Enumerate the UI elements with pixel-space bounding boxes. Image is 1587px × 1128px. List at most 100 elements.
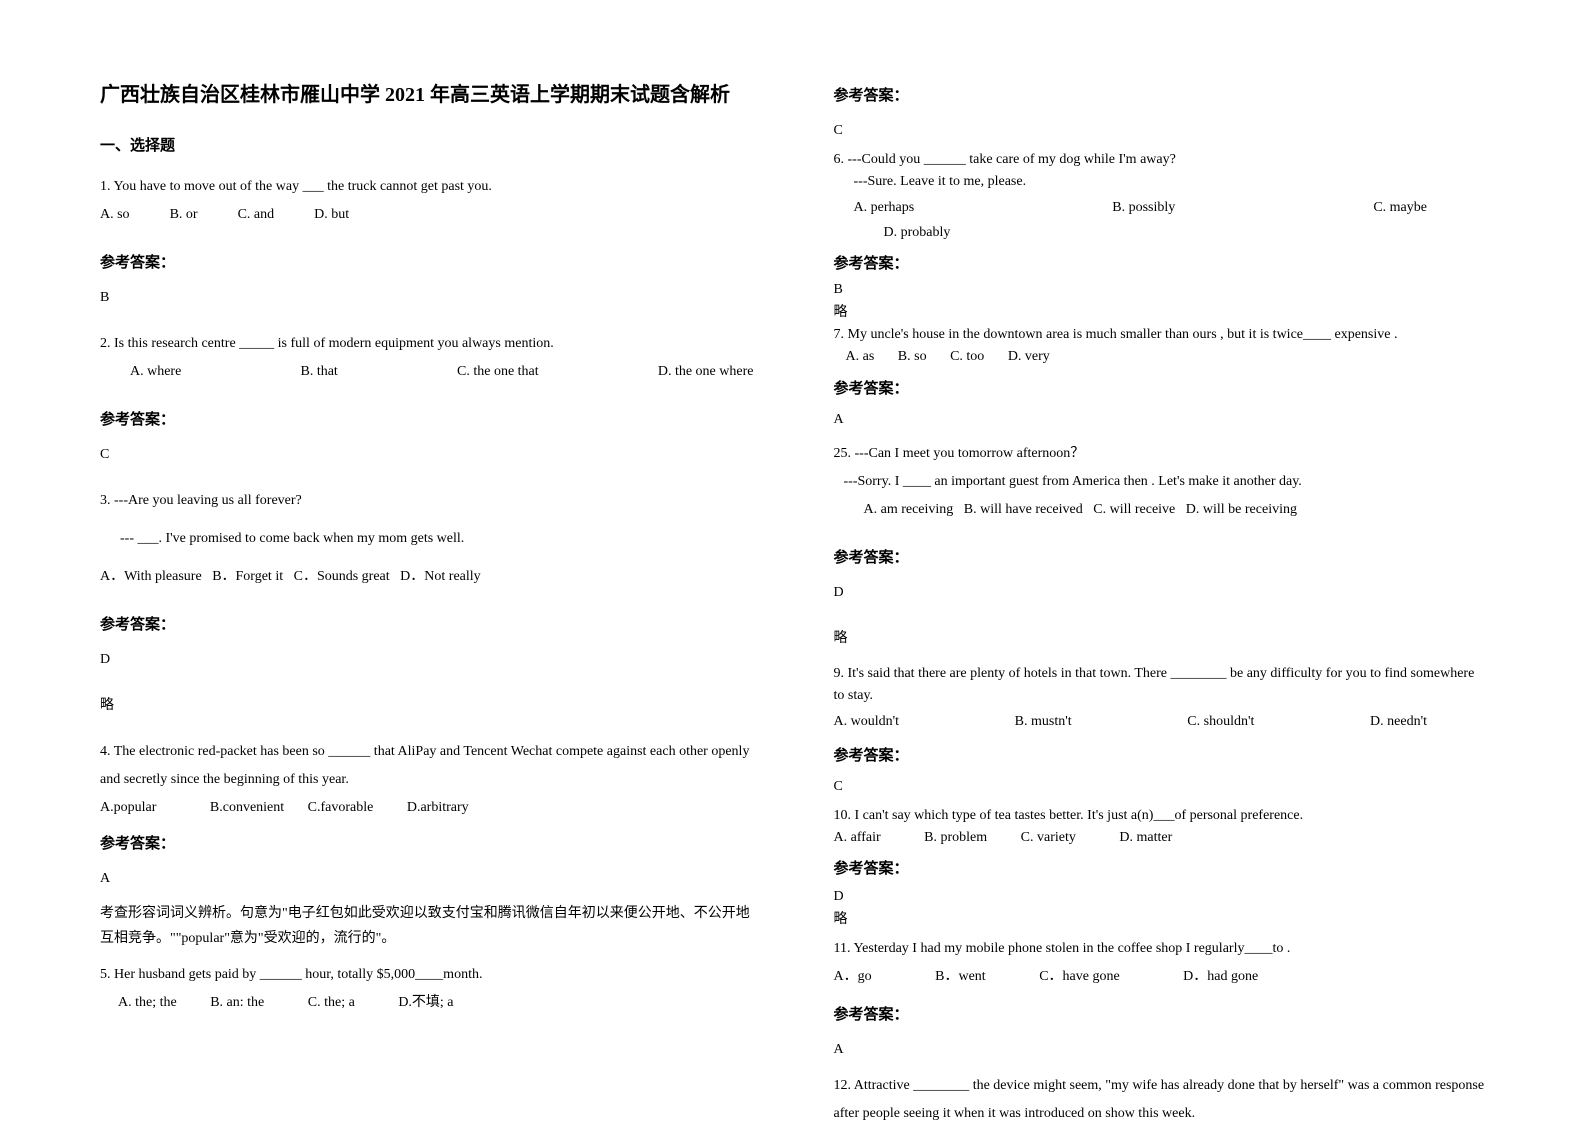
section-label: 一、选择题 [100, 134, 754, 155]
option-c: C. variety [1021, 830, 1076, 845]
question-25: 25. ---Can I meet you tomorrow afternoon… [834, 440, 1488, 524]
option-b: B．Forget it [212, 569, 283, 584]
option-b: B. will have received [964, 502, 1083, 517]
option-a: A．With pleasure [100, 569, 202, 584]
option-b: B. that [300, 358, 337, 386]
option-c: C. shouldn't [1187, 708, 1254, 736]
question-text: 5. Her husband gets paid by ______ hour,… [100, 961, 754, 989]
question-text: 12. Attractive ________ the device might… [834, 1072, 1488, 1128]
left-column: 广西壮族自治区桂林市雁山中学 2021 年高三英语上学期期末试题含解析 一、选择… [100, 80, 754, 1082]
option-a: A. am receiving [864, 502, 954, 517]
question-5: 5. Her husband gets paid by ______ hour,… [100, 961, 754, 1017]
answer-label: 参考答案： [834, 1003, 1488, 1024]
question-text: 6. ---Could you ______ take care of my d… [834, 149, 1488, 171]
option-a: A. so [100, 201, 130, 229]
question-text: 3. ---Are you leaving us all forever? [100, 487, 754, 515]
answer-value: A [834, 1036, 1488, 1064]
answer-value: B [100, 284, 754, 312]
option-c: C. and [238, 201, 275, 229]
option-b: B．went [935, 969, 986, 984]
option-b: B. or [170, 201, 198, 229]
question-text: 2. Is this research centre _____ is full… [100, 330, 754, 358]
question-3: 3. ---Are you leaving us all forever? --… [100, 487, 754, 591]
question-12: 12. Attractive ________ the device might… [834, 1072, 1488, 1128]
option-d: D. probably [834, 222, 1488, 244]
question-text: 7. My uncle's house in the downtown area… [834, 324, 1488, 346]
question-9: 9. It's said that there are plenty of ho… [834, 663, 1488, 736]
answer-label: 参考答案： [100, 613, 754, 634]
question-options: A. am receiving B. will have received C.… [834, 496, 1488, 524]
option-a: A. the; the [118, 995, 177, 1010]
question-7: 7. My uncle's house in the downtown area… [834, 324, 1488, 369]
question-options: A. the; the B. an: the C. the; a D.不填; a [100, 989, 754, 1017]
option-d: D．Not really [400, 569, 480, 584]
question-text: 25. ---Can I meet you tomorrow afternoon… [834, 440, 1488, 468]
question-options: A.popular B.convenient C.favorable D.arb… [100, 794, 754, 822]
question-text: 1. You have to move out of the way ___ t… [100, 173, 754, 201]
question-1: 1. You have to move out of the way ___ t… [100, 173, 754, 229]
option-b: B. problem [924, 830, 987, 845]
answer-note: 略 [834, 625, 1488, 653]
question-6: 6. ---Could you ______ take care of my d… [834, 149, 1488, 244]
question-text: 9. It's said that there are plenty of ho… [834, 663, 1488, 708]
answer-label: 参考答案： [834, 857, 1488, 878]
option-b: B.convenient [210, 800, 284, 815]
answer-note: 略 [834, 302, 1488, 324]
option-a: A. as [846, 349, 875, 364]
answer-label: 参考答案： [100, 408, 754, 429]
option-c: C. too [950, 349, 984, 364]
option-c: C．have gone [1039, 969, 1119, 984]
option-a: A. perhaps [854, 194, 915, 222]
option-b: B. mustn't [1015, 708, 1072, 736]
question-11: 11. Yesterday I had my mobile phone stol… [834, 935, 1488, 991]
question-line2: ---Sure. Leave it to me, please. [834, 171, 1488, 193]
answer-value: A [100, 865, 754, 893]
question-options: A. perhaps B. possibly C. maybe [834, 194, 1488, 222]
option-a: A. affair [834, 830, 881, 845]
answer-label: 参考答案： [834, 377, 1488, 398]
option-d: D. needn't [1370, 708, 1427, 736]
option-c: C．Sounds great [294, 569, 390, 584]
question-options: A. affair B. problem C. variety D. matte… [834, 827, 1488, 849]
answer-value: C [834, 773, 1488, 801]
answer-explanation: 考查形容词词义辨析。句意为"电子红包如此受欢迎以致支付宝和腾讯微信自年初以来便公… [100, 901, 754, 951]
question-text: 11. Yesterday I had my mobile phone stol… [834, 935, 1488, 963]
answer-value: A [834, 406, 1488, 434]
question-2: 2. Is this research centre _____ is full… [100, 330, 754, 386]
option-d: D. will be receiving [1186, 502, 1297, 517]
document-title: 广西壮族自治区桂林市雁山中学 2021 年高三英语上学期期末试题含解析 [100, 80, 754, 110]
option-b: B. possibly [1112, 194, 1175, 222]
question-line2: ---Sorry. I ____ an important guest from… [834, 468, 1488, 496]
option-a: A. wouldn't [834, 708, 900, 736]
question-options: A．go B．went C．have gone D．had gone [834, 963, 1488, 991]
option-d: D. matter [1119, 830, 1172, 845]
question-options: A. wouldn't B. mustn't C. shouldn't D. n… [834, 708, 1488, 736]
option-d: D．had gone [1183, 969, 1258, 984]
option-a: A. where [130, 358, 181, 386]
option-d: D. but [314, 201, 349, 229]
answer-label: 参考答案： [100, 251, 754, 272]
answer-value: D [834, 579, 1488, 607]
answer-label: 参考答案： [834, 546, 1488, 567]
option-c: C.favorable [308, 800, 374, 815]
question-options: A. where B. that C. the one that D. the … [100, 358, 754, 386]
question-10: 10. I can't say which type of tea tastes… [834, 805, 1488, 850]
answer-label: 参考答案： [834, 84, 1488, 105]
option-d: D.arbitrary [407, 800, 469, 815]
option-a: A．go [834, 969, 872, 984]
answer-label: 参考答案： [834, 744, 1488, 765]
option-c: C. maybe [1373, 194, 1427, 222]
answer-note: 略 [834, 909, 1488, 931]
right-column: 参考答案： C 6. ---Could you ______ take care… [834, 80, 1488, 1082]
question-options: A．With pleasure B．Forget it C．Sounds gre… [100, 563, 754, 591]
answer-value: C [834, 117, 1488, 145]
answer-value: D [100, 646, 754, 674]
option-b: B. an: the [210, 995, 264, 1010]
question-4: 4. The electronic red-packet has been so… [100, 738, 754, 822]
answer-label: 参考答案： [834, 252, 1488, 273]
question-options: A. as B. so C. too D. very [834, 346, 1488, 368]
option-c: C. the; a [308, 995, 355, 1010]
answer-value: B [834, 279, 1488, 301]
option-a: A.popular [100, 800, 156, 815]
question-text: 10. I can't say which type of tea tastes… [834, 805, 1488, 827]
